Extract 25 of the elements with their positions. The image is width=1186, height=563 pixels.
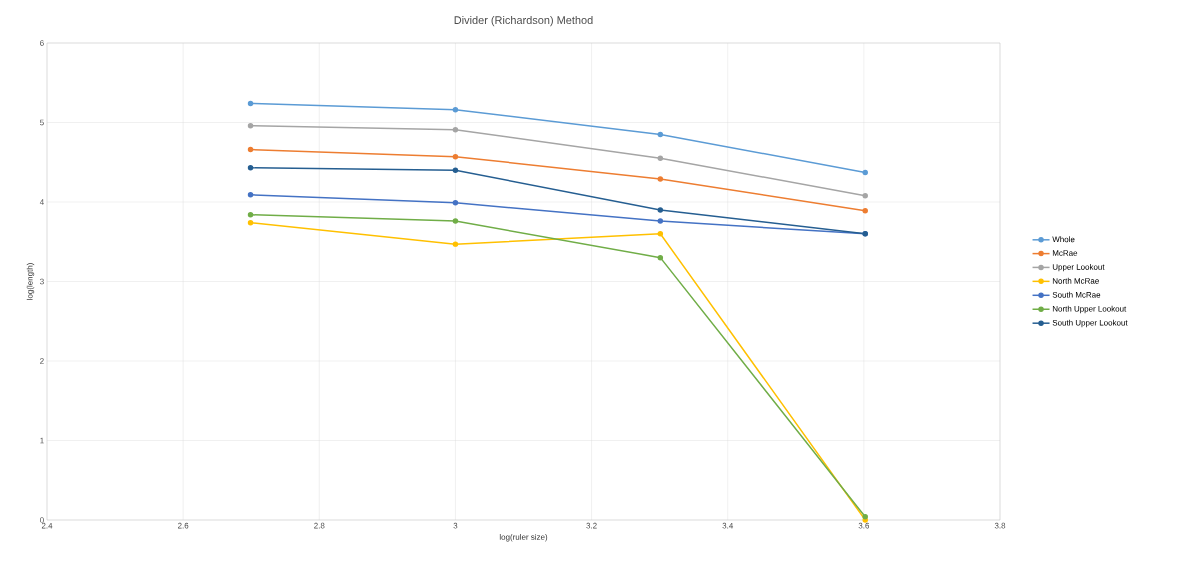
point xyxy=(657,218,664,224)
point xyxy=(247,165,254,171)
chart-title: Divider (Richardson) Method xyxy=(454,15,593,27)
point xyxy=(247,219,254,226)
point xyxy=(657,231,664,237)
point xyxy=(247,146,254,153)
point xyxy=(452,218,459,224)
point xyxy=(657,176,664,182)
point xyxy=(247,211,254,218)
point xyxy=(247,192,254,198)
point xyxy=(862,169,868,176)
point xyxy=(247,122,254,129)
point xyxy=(862,192,868,199)
point xyxy=(862,208,868,214)
point xyxy=(452,126,459,133)
point xyxy=(657,254,664,261)
point xyxy=(247,100,254,107)
point xyxy=(657,155,664,162)
point xyxy=(452,153,459,160)
point xyxy=(452,167,459,173)
point xyxy=(452,107,459,113)
point xyxy=(452,241,459,247)
point xyxy=(657,131,664,138)
point xyxy=(657,207,664,213)
point xyxy=(452,200,459,206)
